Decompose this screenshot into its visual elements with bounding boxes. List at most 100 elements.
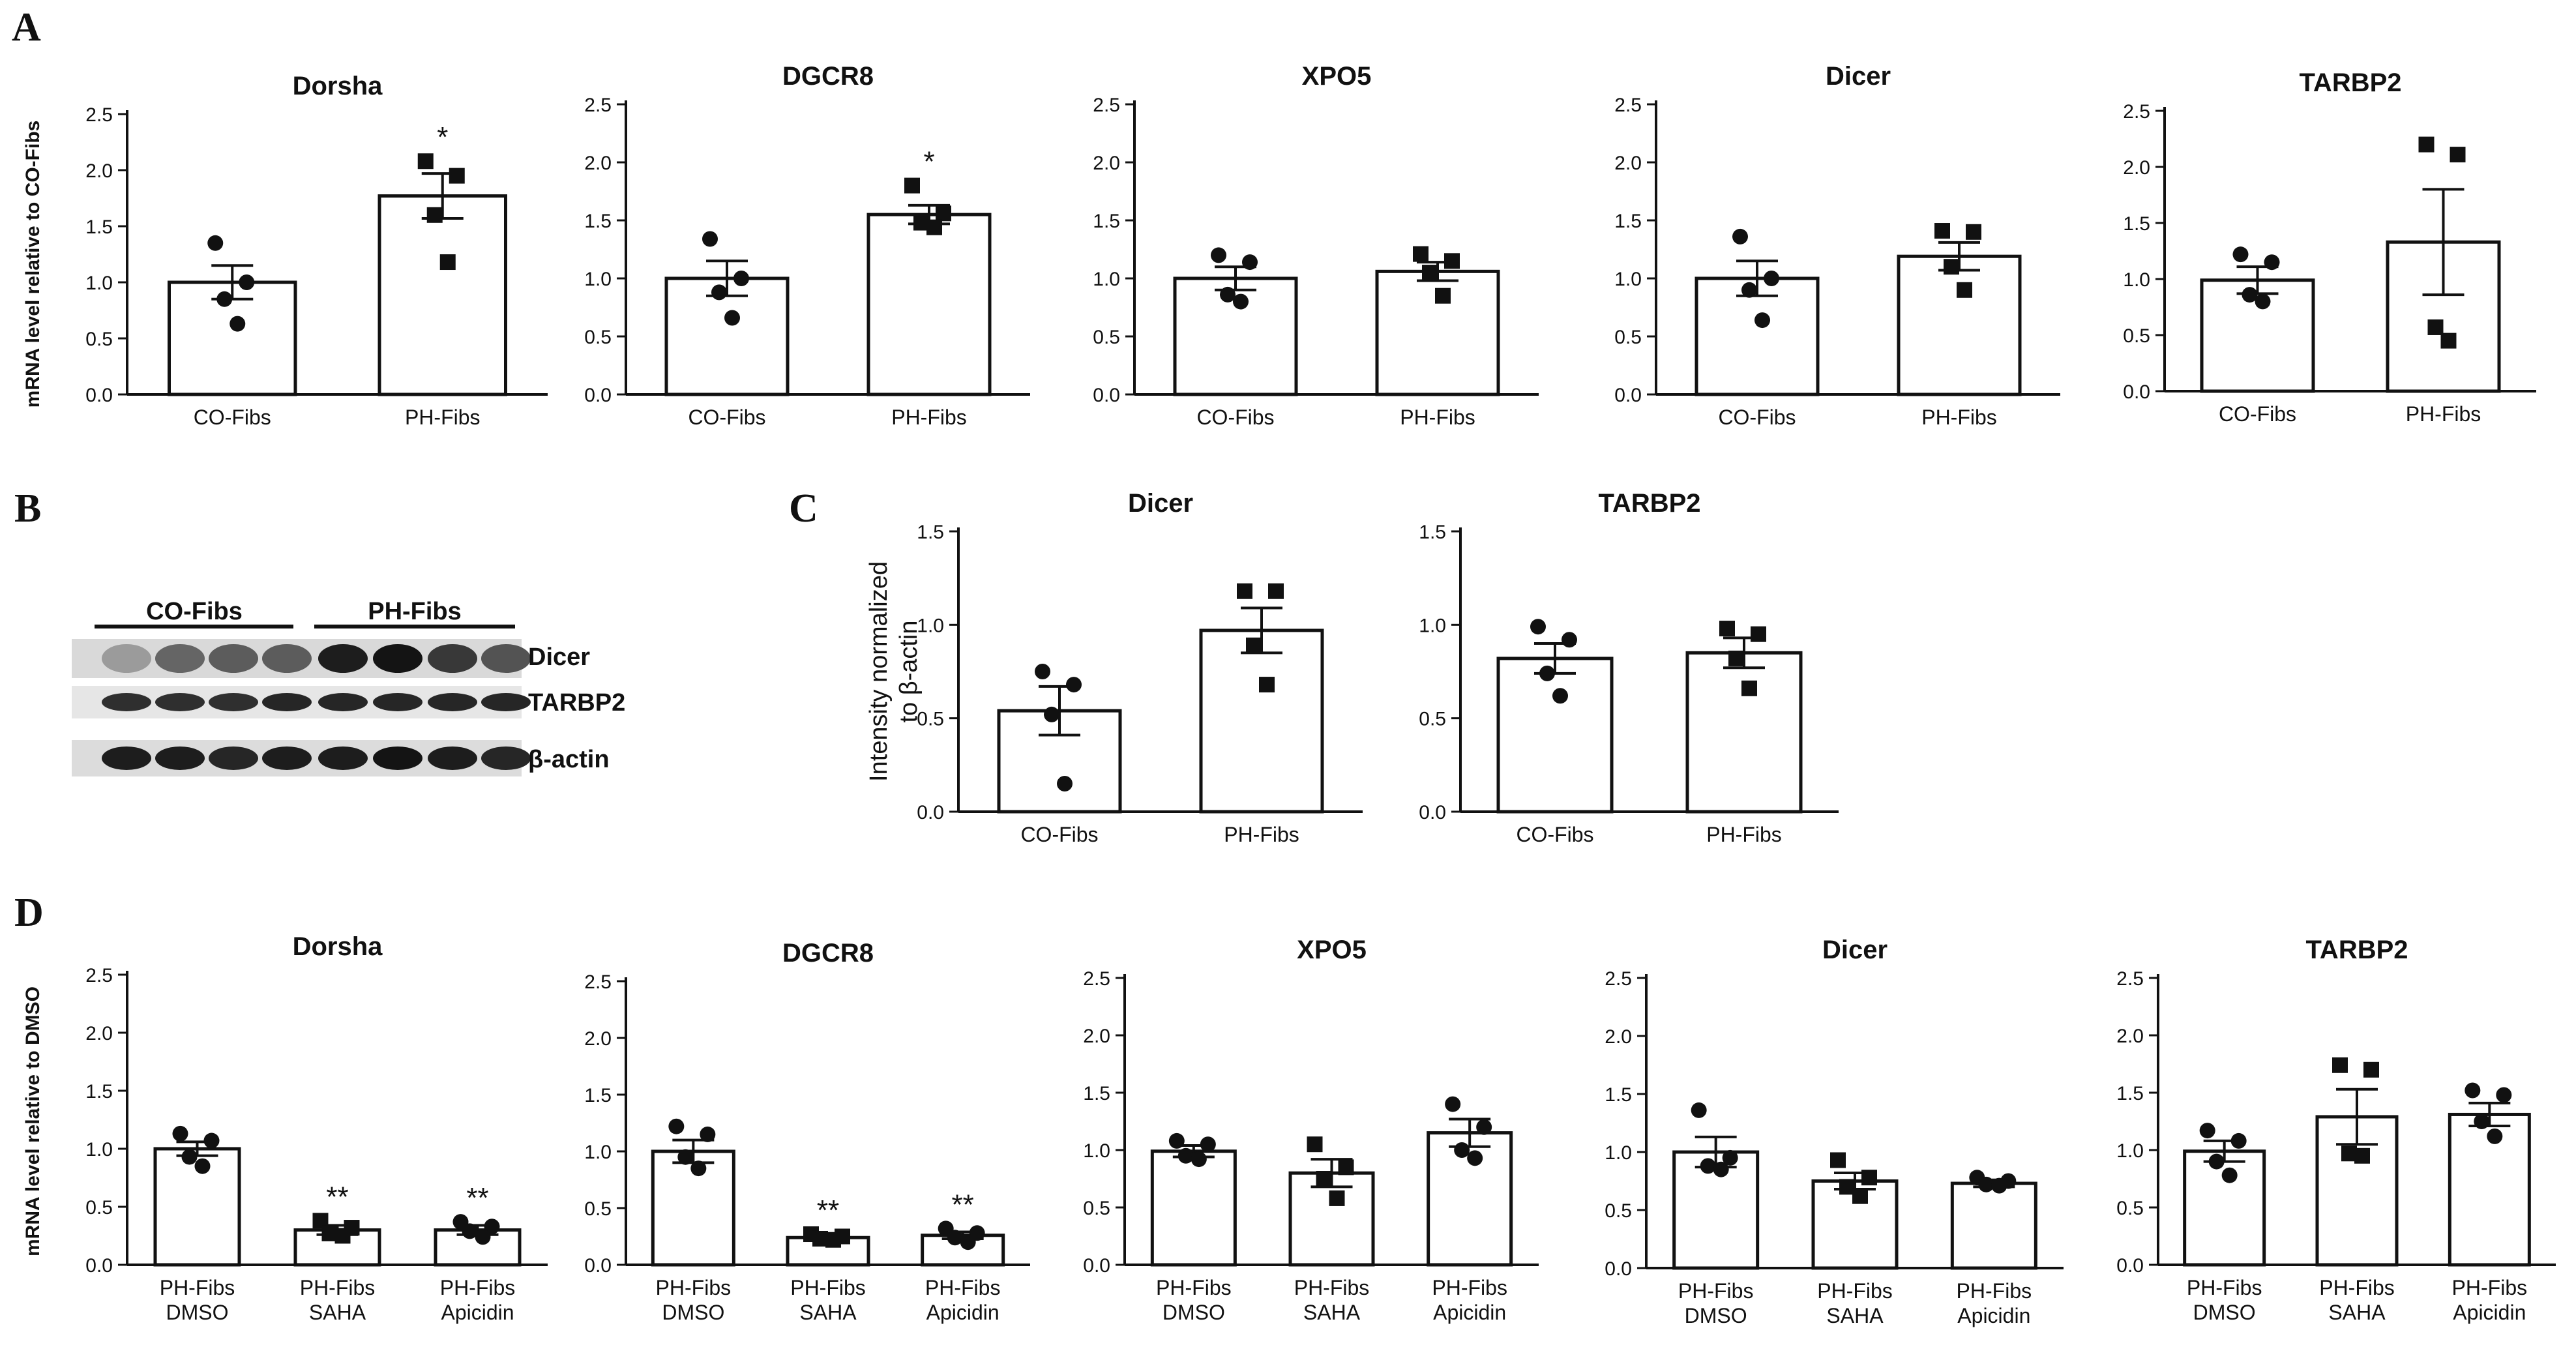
y-tick-label: 0.0 xyxy=(1093,385,1120,406)
x-tick-label: Apicidin xyxy=(2453,1301,2526,1324)
panel-labels: A B C D xyxy=(12,5,818,935)
y-tick-label: 2.0 xyxy=(1093,153,1120,174)
significance-marker: * xyxy=(437,121,448,153)
chart-title: Dicer xyxy=(1128,489,1193,518)
bar xyxy=(1897,254,2022,396)
y-tick-label: 0.0 xyxy=(85,1255,113,1277)
significance-marker: * xyxy=(923,146,934,178)
y-tick-label: 0.0 xyxy=(584,385,612,406)
x-tick-label: CO-Fibs xyxy=(194,406,271,429)
blot-band-0-5 xyxy=(373,644,422,673)
x-tick-label: PH-Fibs xyxy=(2406,402,2481,426)
chart-C2: 0.0 0.5 1.0 1.5 TARBP2 CO-Fibs PH-Fibs xyxy=(1419,489,1839,846)
data-point-circle xyxy=(1562,632,1577,648)
data-point-circle xyxy=(216,291,233,307)
x-tick-label: SAHA xyxy=(1826,1304,1884,1327)
bar xyxy=(1496,657,1614,814)
data-point-circle xyxy=(1764,271,1779,286)
blot-band-label-tarbp2: TARBP2 xyxy=(528,689,625,717)
data-point-circle xyxy=(1978,1176,1994,1192)
significance-marker: ** xyxy=(326,1181,348,1213)
y-tick-label: 1.5 xyxy=(1419,522,1446,543)
data-point-circle xyxy=(1035,664,1050,679)
y-tick-label: 2.5 xyxy=(85,104,113,126)
x-tick-label: PH-Fibs xyxy=(1817,1279,1893,1303)
data-point-circle xyxy=(2221,1167,2238,1183)
data-point-circle xyxy=(1177,1147,1194,1164)
chart-A3: 0.0 0.5 1.0 1.5 2.0 2.5 XPO5 CO-Fibs PH-Fibs xyxy=(1093,62,1539,429)
y-tick-label: 2.0 xyxy=(1614,153,1642,174)
x-tick-label: SAHA xyxy=(1303,1301,1361,1324)
y-tick-label: 1.0 xyxy=(1419,615,1446,636)
bar xyxy=(1685,651,1803,814)
data-point-circle xyxy=(733,271,749,286)
x-tick-label: PH-Fibs xyxy=(925,1276,1001,1299)
chart-D1: 0.0 0.5 1.0 1.5 2.0 2.5 Dorsha mRNA level relat… xyxy=(22,932,548,1324)
data-point-circle xyxy=(700,1126,716,1142)
y-tick-label: 0.5 xyxy=(2116,1198,2144,1219)
data-point-circle xyxy=(1454,1142,1470,1158)
x-tick-label: CO-Fibs xyxy=(1718,406,1796,429)
blot-band-2-4 xyxy=(318,746,368,770)
data-point-circle xyxy=(1691,1102,1707,1118)
x-tick-label: PH-Fibs xyxy=(1432,1276,1507,1299)
data-point-circle xyxy=(1200,1136,1216,1153)
data-point-square xyxy=(1237,583,1252,599)
data-point-square xyxy=(417,153,434,170)
data-point-circle xyxy=(2264,254,2280,271)
y-tick-label: 2.5 xyxy=(1614,95,1642,116)
chart-title: TARBP2 xyxy=(2305,936,2408,964)
bar xyxy=(1950,1181,2037,1270)
data-point-circle xyxy=(2232,246,2249,263)
y-tick-label: 0.0 xyxy=(1419,802,1446,823)
x-tick-label: PH-Fibs xyxy=(891,406,967,429)
x-tick-label: CO-Fibs xyxy=(2219,402,2296,426)
data-point-square xyxy=(1259,677,1275,693)
x-tick-label: Apicidin xyxy=(1957,1304,2030,1327)
data-point-circle xyxy=(1044,706,1059,722)
data-point-circle xyxy=(668,1118,685,1134)
chart-title: DGCR8 xyxy=(782,939,874,968)
y-tick-label: 2.0 xyxy=(584,153,612,174)
x-tick-label: CO-Fibs xyxy=(1516,823,1593,846)
y-tick-label: 0.5 xyxy=(1419,709,1446,730)
chart-A4: 0.0 0.5 1.0 1.5 2.0 2.5 Dicer CO-Fibs PH-Fibs xyxy=(1614,62,2060,429)
x-tick-label: PH-Fibs xyxy=(1957,1279,2032,1303)
panel-label-c: C xyxy=(789,486,818,531)
data-point-circle xyxy=(2230,1132,2247,1149)
significance-marker: ** xyxy=(952,1189,974,1220)
data-point-circle xyxy=(1732,228,1748,244)
charts: 0.0 0.5 1.0 1.5 2.0 2.5 Dorsha mRNA level relat… xyxy=(22,62,2556,1327)
data-point-square xyxy=(426,207,443,223)
y-tick-label: 2.5 xyxy=(1093,95,1120,116)
y-tick-label: 1.0 xyxy=(584,269,612,290)
x-tick-label: Apicidin xyxy=(1433,1301,1506,1324)
data-point-circle xyxy=(947,1230,963,1246)
data-point-square xyxy=(2450,147,2466,163)
y-tick-label: 0.5 xyxy=(584,1198,612,1220)
y-tick-label: 2.0 xyxy=(2116,1026,2144,1047)
bar xyxy=(378,194,507,396)
y-tick-label: 1.5 xyxy=(1083,1083,1110,1104)
data-point-square xyxy=(1444,253,1460,269)
blot-band-0-2 xyxy=(209,644,258,673)
y-tick-label: 2.0 xyxy=(2123,157,2150,179)
chart-D4: 0.00.51.01.52.02.5DicerPH-FibsDMSOPH-Fib… xyxy=(1605,936,2064,1327)
y-tick-label: 2.0 xyxy=(1605,1026,1632,1048)
x-tick-label: Apicidin xyxy=(441,1301,514,1324)
bar xyxy=(866,213,992,396)
y-tick-label: 0.0 xyxy=(1605,1258,1632,1280)
blot-band-1-0 xyxy=(102,693,151,711)
data-point-circle xyxy=(2199,1123,2215,1139)
x-tick-label: Apicidin xyxy=(926,1301,999,1324)
data-point-circle xyxy=(229,316,246,332)
data-point-circle xyxy=(1168,1132,1185,1149)
data-point-square xyxy=(926,219,942,235)
x-tick-label: CO-Fibs xyxy=(1196,406,1274,429)
x-tick-label: CO-Fibs xyxy=(688,406,765,429)
y-tick-label: 2.0 xyxy=(1083,1026,1110,1047)
y-tick-label: 0.5 xyxy=(917,709,944,730)
y-tick-label: 2.5 xyxy=(584,971,612,993)
data-point-circle xyxy=(239,274,255,290)
